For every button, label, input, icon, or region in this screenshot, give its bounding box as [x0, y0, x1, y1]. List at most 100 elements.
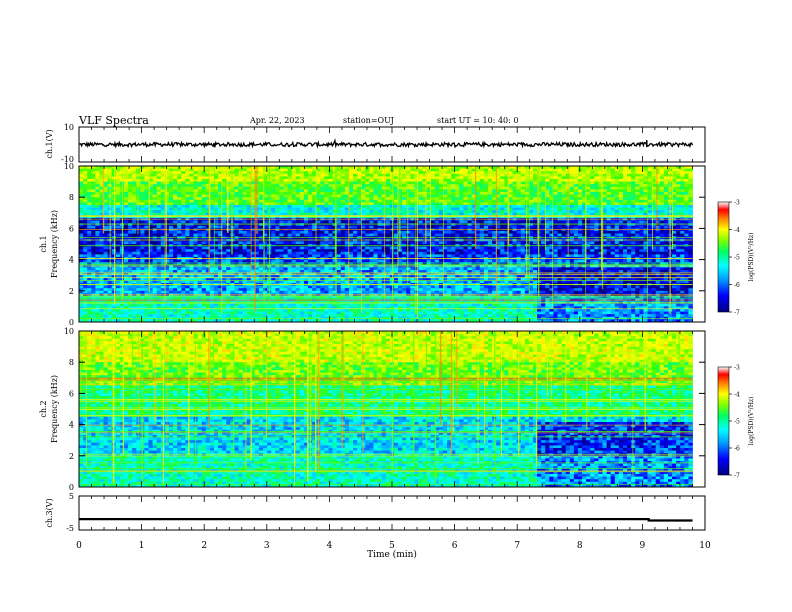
spectrogram-cell: [181, 234, 185, 237]
spectrogram-cell: [369, 241, 373, 244]
spectrogram-cell: [463, 174, 467, 177]
spectrogram-cell: [357, 221, 361, 224]
spectrogram-cell: [676, 197, 680, 200]
spectrogram-cell: [619, 189, 623, 192]
spectrogram-cell: [243, 221, 247, 224]
spectrogram-cell: [382, 210, 386, 213]
spectrogram-cell: [476, 200, 480, 203]
spectrogram-cell: [410, 195, 414, 198]
spectrogram-cell: [558, 187, 562, 190]
spectrogram-cell: [185, 200, 189, 203]
spectrogram-cell: [136, 197, 140, 200]
spectrogram-cell: [447, 171, 451, 174]
spectrogram-cell: [328, 174, 332, 177]
spectrogram-cell: [578, 187, 582, 190]
spectrogram-cell: [95, 197, 99, 200]
spectrogram-cell: [676, 200, 680, 203]
spectrogram-cell: [353, 200, 357, 203]
spectrogram-cell: [533, 197, 537, 200]
spectrogram-cell: [500, 174, 504, 177]
spectrogram-cell: [521, 176, 525, 179]
spectrogram-cell: [447, 241, 451, 244]
spectrogram-cell: [660, 226, 664, 229]
spectrogram-cell: [664, 226, 668, 229]
spectrogram-cell: [161, 205, 165, 208]
spectrogram-cell: [627, 169, 631, 172]
spectrogram-cell: [136, 171, 140, 174]
spectrogram-cell: [688, 200, 692, 203]
spectrogram-cell: [337, 192, 341, 195]
spectrogram-cell: [463, 169, 467, 172]
spectrogram-cell: [234, 210, 238, 213]
spectrogram-cell: [365, 182, 369, 185]
spectrogram-cell: [382, 192, 386, 195]
spectrogram-cell: [365, 215, 369, 218]
spectrogram-cell: [202, 208, 206, 211]
spectrogram-cell: [124, 231, 128, 234]
spectrogram-cell: [439, 197, 443, 200]
spectrogram-cell: [627, 171, 631, 174]
spectrogram-cell: [410, 202, 414, 205]
spectrogram-cell: [181, 192, 185, 195]
spectrogram-cell: [320, 215, 324, 218]
spectrogram-cell: [594, 247, 598, 250]
spectrogram-cell: [660, 215, 664, 218]
spectrogram-cell: [553, 169, 557, 172]
spectrogram-cell: [586, 171, 590, 174]
spectrogram-cell: [570, 249, 574, 252]
spectrogram-cell: [435, 215, 439, 218]
spectrogram-cell: [382, 247, 386, 250]
spectrogram-cell: [488, 195, 492, 198]
spectrogram-cell: [480, 247, 484, 250]
spectrogram-cell: [247, 234, 251, 237]
spectrogram-cell: [521, 241, 525, 244]
spectrogram-cell: [341, 182, 345, 185]
spectrogram-cell: [288, 184, 292, 187]
spectrogram-cell: [275, 197, 279, 200]
spectrogram-cell: [603, 195, 607, 198]
spectrogram-cell: [136, 192, 140, 195]
spectrogram-cell: [373, 208, 377, 211]
spectrogram-cell: [468, 195, 472, 198]
spectrogram-cell: [476, 192, 480, 195]
spectrogram-cell: [611, 195, 615, 198]
spectrogram-cell: [202, 200, 206, 203]
spectrogram-cell: [259, 226, 263, 229]
spectrogram-cell: [570, 210, 574, 213]
spectrogram-cell: [435, 210, 439, 213]
spectrogram-cell: [439, 231, 443, 234]
spectrogram-cell: [500, 249, 504, 252]
spectrogram-cell: [688, 210, 692, 213]
spectrogram-cell: [586, 192, 590, 195]
spectrogram-cell: [300, 247, 304, 250]
spectrogram-cell: [418, 249, 422, 252]
spectrogram-cell: [463, 202, 467, 205]
spectrogram-cell: [500, 215, 504, 218]
spectrogram-cell: [382, 205, 386, 208]
spectrogram-cell: [594, 210, 598, 213]
spectrogram-cell: [611, 184, 615, 187]
spectrogram-cell: [558, 205, 562, 208]
spectrogram-cell: [243, 205, 247, 208]
spectrogram-cell: [365, 192, 369, 195]
spectrogram-cell: [647, 171, 651, 174]
spectrogram-cell: [373, 192, 377, 195]
spectrogram-cell: [615, 169, 619, 172]
spectrogram-cell: [684, 226, 688, 229]
spectrogram-cell: [517, 202, 521, 205]
spectrogram-cell: [619, 192, 623, 195]
spectrogram-cell: [157, 176, 161, 179]
spectrogram-cell: [476, 249, 480, 252]
spectrogram-cell: [304, 195, 308, 198]
spectrogram-cell: [341, 200, 345, 203]
spectrogram-cell: [611, 208, 615, 211]
spectrogram-cell: [279, 241, 283, 244]
spectrogram-cell: [418, 234, 422, 237]
spectrogram-cell: [586, 179, 590, 182]
spectrogram-cell: [664, 234, 668, 237]
spectrogram-cell: [488, 174, 492, 177]
spectrogram-cell: [611, 249, 615, 252]
spectrogram-cell: [243, 249, 247, 252]
spectrogram-cell: [533, 200, 537, 203]
spectrogram-cell: [173, 249, 177, 252]
